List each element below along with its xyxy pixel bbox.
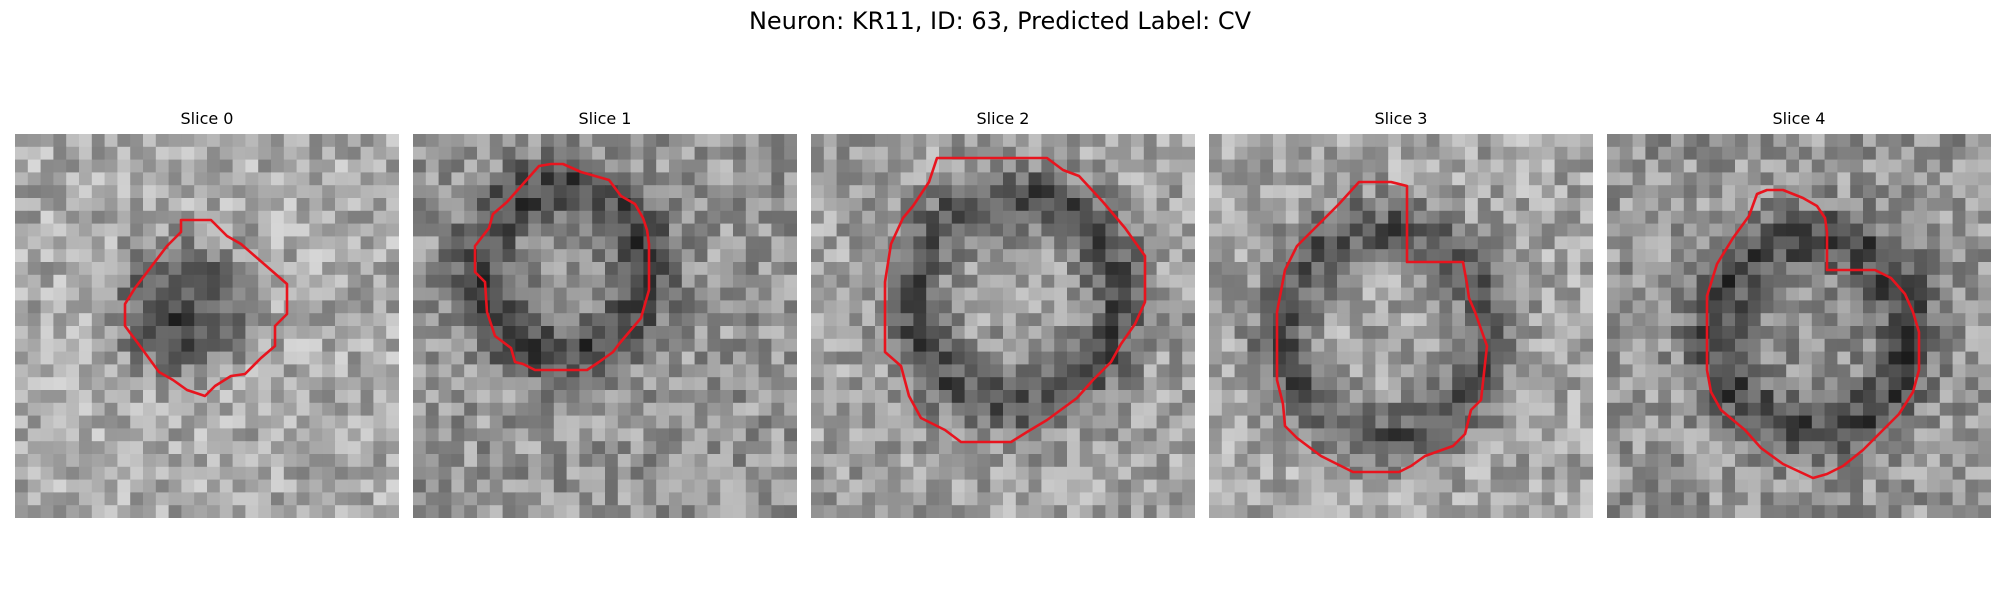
slice-panel-2: Slice 2 xyxy=(811,108,1195,518)
slice-svg-3 xyxy=(1209,134,1593,518)
slice-panel-3: Slice 3 xyxy=(1209,108,1593,518)
slice-panel-1: Slice 1 xyxy=(413,108,797,518)
slice-svg-4 xyxy=(1607,134,1991,518)
slice-title-2: Slice 2 xyxy=(976,109,1030,128)
slice-svg-1 xyxy=(413,134,797,518)
slice-image-1 xyxy=(413,134,797,518)
slice-title-3: Slice 3 xyxy=(1374,109,1428,128)
slice-image-0 xyxy=(15,134,399,518)
cell-contour-1 xyxy=(473,162,651,372)
slice-image-3 xyxy=(1209,134,1593,518)
slice-title-1: Slice 1 xyxy=(578,109,632,128)
cell-contour-3 xyxy=(1275,180,1489,474)
cell-contour-0 xyxy=(123,218,289,398)
figure-title: Neuron: KR11, ID: 63, Predicted Label: C… xyxy=(748,7,1252,35)
slice-image-2 xyxy=(811,134,1195,518)
slice-pixels-2 xyxy=(811,134,1195,518)
slice-title-4: Slice 4 xyxy=(1772,109,1826,128)
slice-image-4 xyxy=(1607,134,1991,518)
slice-panel-4: Slice 4 xyxy=(1607,108,1991,518)
slice-panel-0: Slice 0 xyxy=(15,108,399,518)
slice-svg-2 xyxy=(811,134,1195,518)
slice-pixels-3 xyxy=(1209,134,1593,518)
slice-pixels-4 xyxy=(1607,134,1991,518)
slice-svg-0 xyxy=(15,134,399,518)
cell-contour-2 xyxy=(883,156,1147,444)
cell-contour-4 xyxy=(1705,188,1921,480)
slice-title-0: Slice 0 xyxy=(180,109,234,128)
slice-pixels-1 xyxy=(413,134,797,518)
slice-pixels-0 xyxy=(15,134,399,518)
